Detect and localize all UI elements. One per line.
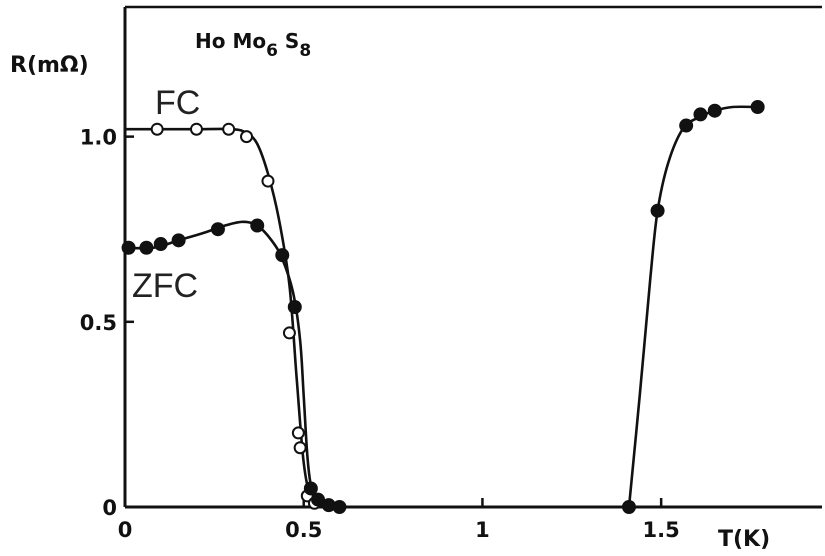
zfc-data-point — [693, 107, 708, 122]
fc-data-point — [293, 441, 307, 455]
zfc-data-point — [679, 118, 694, 133]
x-tick-label: 1 — [475, 518, 490, 542]
zfc-data-point — [139, 240, 154, 255]
zfc-data-point — [171, 233, 186, 248]
x-axis-label: T(K) — [718, 527, 770, 552]
x-tick-label: 0 — [118, 518, 133, 542]
y-axis-label: R(mΩ) — [10, 53, 89, 78]
compound-annotation: Ho Mo6 S8 — [195, 29, 311, 61]
zfc-curve-low — [124, 220, 340, 509]
zfc-data-point — [275, 248, 290, 263]
fc-data-point — [291, 426, 305, 440]
compound-base: Ho Mo — [195, 29, 266, 53]
zfc-data-point — [707, 103, 722, 118]
zfc-data-point — [210, 222, 225, 237]
data-points — [121, 100, 765, 514]
y-tick-label: 0.5 — [80, 311, 117, 335]
zfc-data-point — [650, 203, 665, 218]
compound-sub-1: 6 — [266, 41, 278, 61]
fit-curves — [124, 105, 758, 509]
fc-data-point — [282, 326, 296, 340]
series-label-zfc: ZFC — [132, 267, 198, 305]
compound-mid: S — [278, 29, 299, 53]
fc-data-point — [240, 130, 254, 144]
fc-data-point — [222, 122, 236, 136]
fc-data-point — [189, 122, 203, 136]
x-tick-label: 0.5 — [285, 518, 322, 542]
series-label-fc: FC — [155, 84, 200, 122]
zfc-curve-high — [627, 105, 758, 508]
plot-frame — [123, 5, 822, 509]
axis-ticks: 0 0.5 1 1.5 0 0.5 1.0 — [80, 126, 680, 542]
zfc-data-point — [750, 100, 765, 114]
zfc-data-point — [153, 237, 168, 252]
zfc-data-point — [121, 240, 136, 255]
zfc-data-point — [287, 300, 302, 314]
zfc-data-point — [250, 218, 265, 233]
fc-data-point — [261, 174, 275, 188]
zfc-data-point — [332, 500, 347, 514]
zfc-data-point — [621, 500, 636, 514]
x-tick-label: 1.5 — [643, 518, 680, 542]
compound-sub-2: 8 — [299, 41, 311, 61]
y-tick-label: 0 — [102, 496, 117, 520]
zfc-data-point — [303, 481, 318, 496]
y-tick-label: 1.0 — [80, 126, 117, 150]
fc-data-point — [150, 122, 164, 136]
